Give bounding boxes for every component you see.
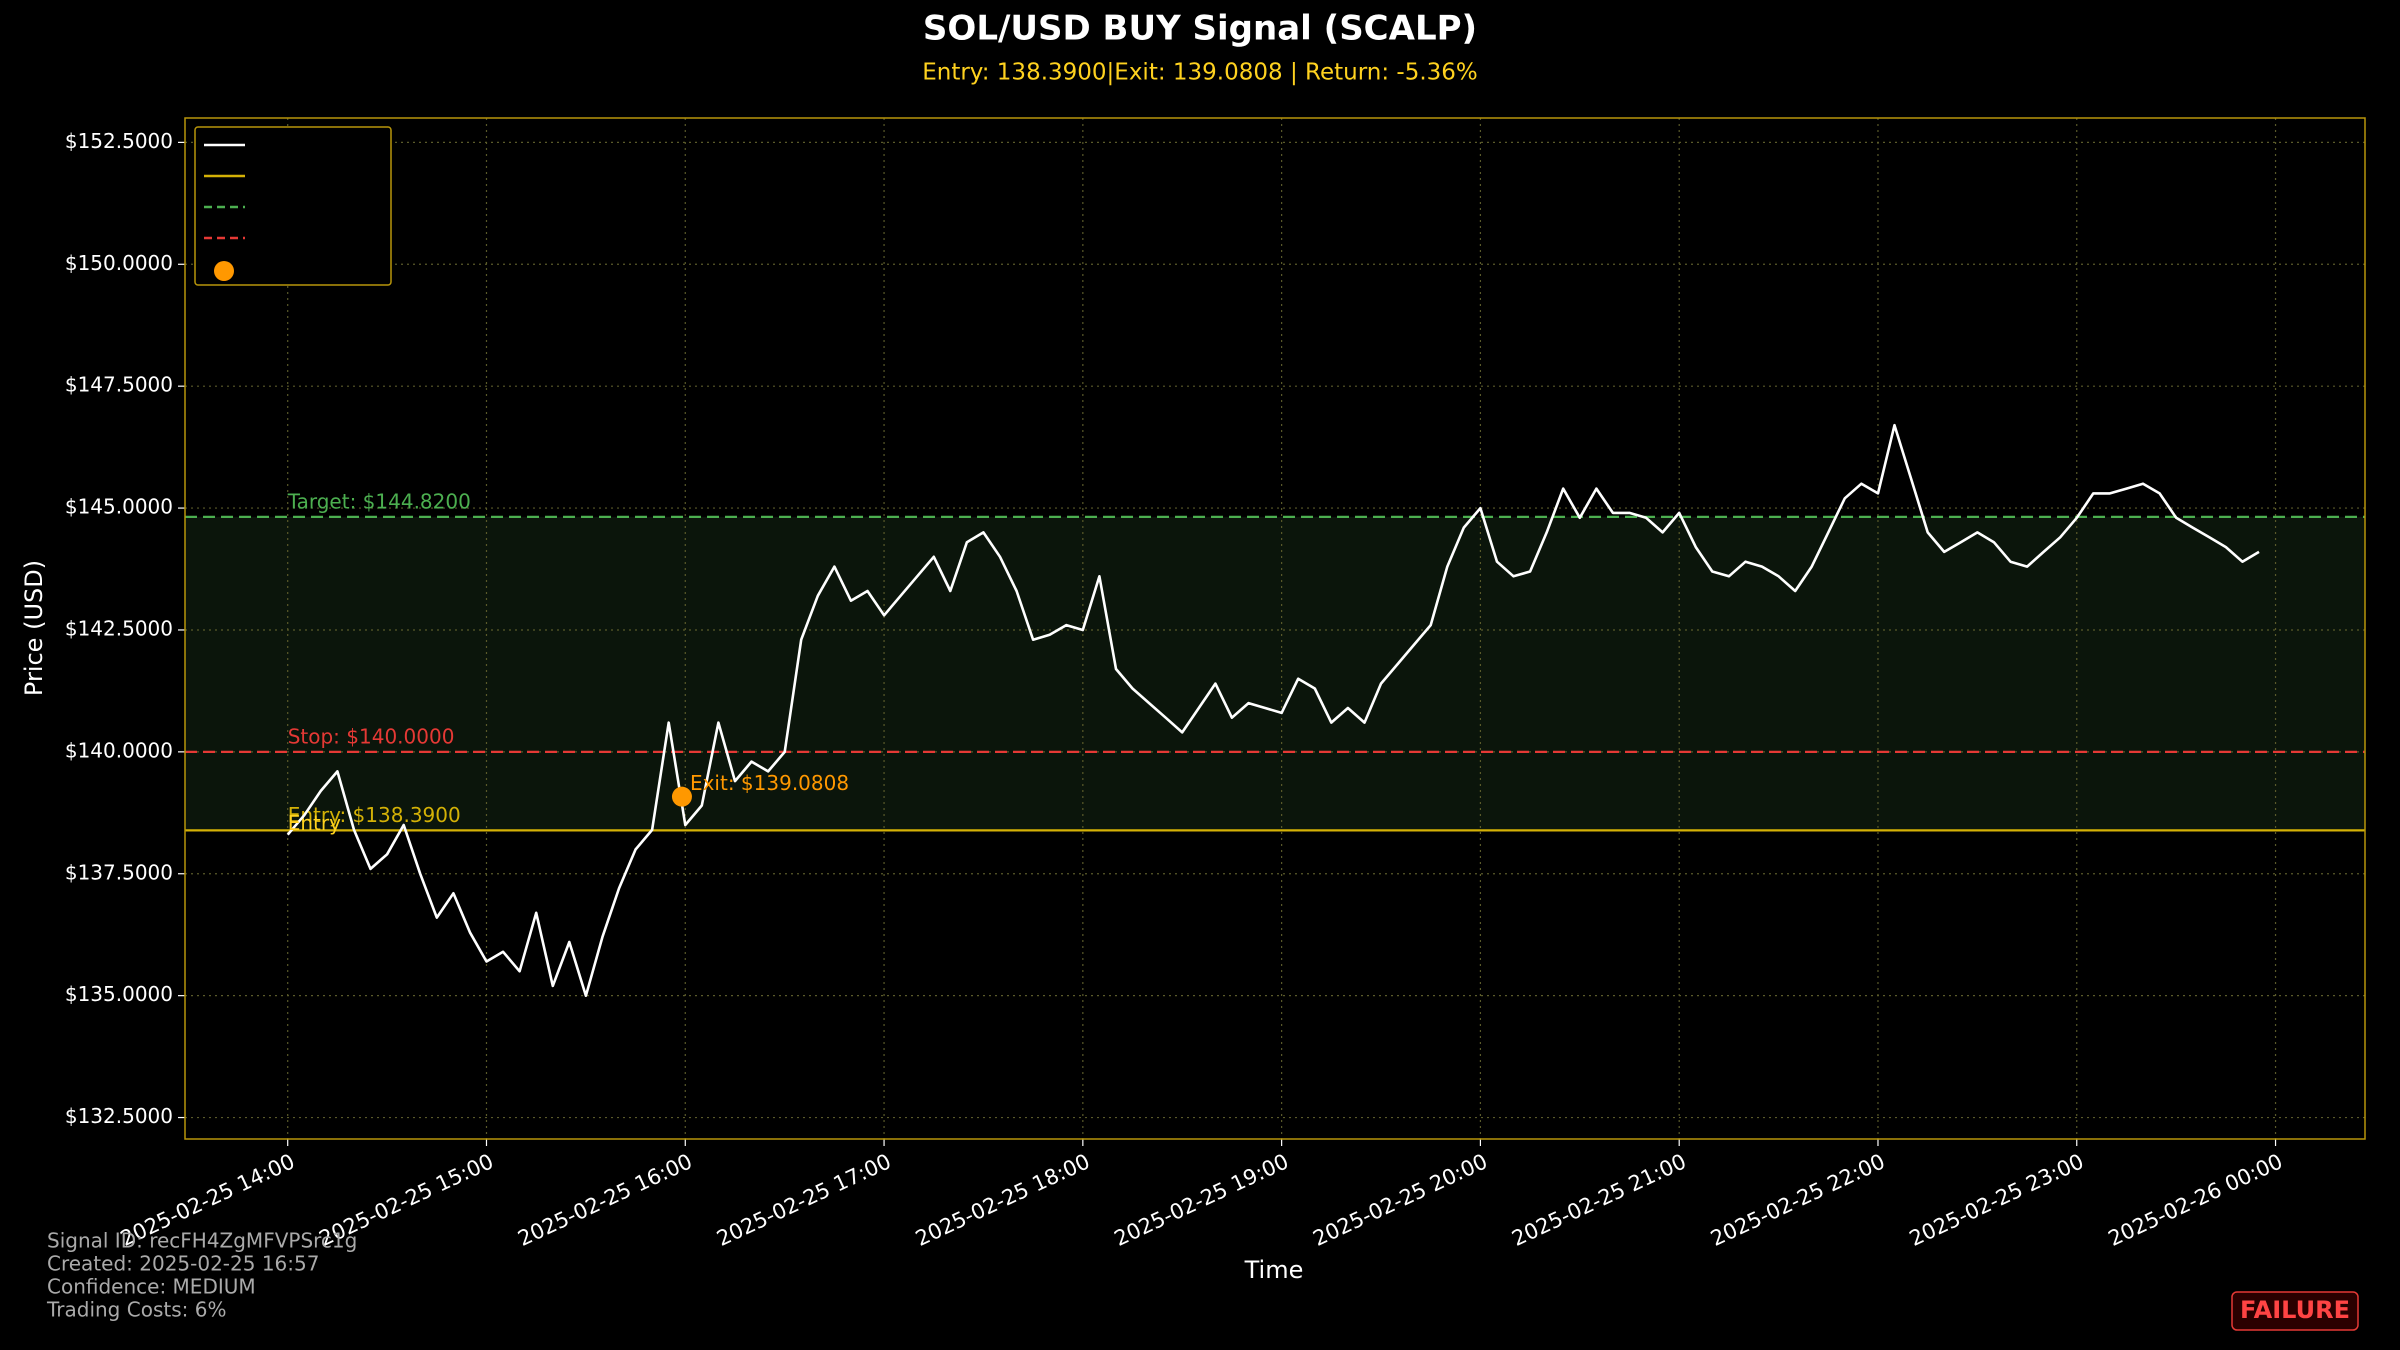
footer-text: Confidence: MEDIUM — [47, 1275, 256, 1299]
y-tick-label: $135.0000 — [65, 982, 173, 1006]
start-label: Entry — [288, 811, 341, 835]
y-tick-label: $152.5000 — [65, 129, 173, 153]
y-tick-label: $137.5000 — [65, 860, 173, 884]
y-tick-label: $145.0000 — [65, 495, 173, 519]
chart-subtitle: Entry: 138.3900|Exit: 139.0808 | Return:… — [922, 60, 1478, 86]
x-axis-label: Time — [1244, 1256, 1304, 1284]
profit-zone — [185, 516, 2365, 831]
legend-box — [194, 126, 392, 286]
y-tick-label: $147.5000 — [65, 373, 173, 397]
footer-text: Created: 2025-02-25 16:57 — [47, 1252, 319, 1276]
footer-text: Trading Costs: 6% — [46, 1298, 226, 1322]
y-tick-label: $142.5000 — [65, 616, 173, 640]
exit-marker — [671, 786, 692, 807]
marker-label: Exit: $139.0808 — [690, 771, 849, 795]
level-label: Target: $144.8200 — [287, 489, 471, 513]
price-line — [286, 423, 2260, 997]
y-tick-label: $140.0000 — [65, 738, 173, 762]
chart-title: SOL/USD BUY Signal (SCALP) — [923, 9, 1477, 49]
y-axis-label: Price (USD) — [20, 560, 48, 696]
legend-swatch — [214, 261, 234, 281]
y-tick-label: $132.5000 — [65, 1104, 173, 1128]
footer-text: Signal ID: recFH4ZgMFVPSrc1g — [47, 1229, 357, 1253]
level-label: Entry: $138.3900 — [288, 803, 461, 827]
status-badge — [2231, 1291, 2359, 1331]
level-label: Stop: $140.0000 — [288, 724, 455, 748]
status-text: FAILURE — [2240, 1296, 2350, 1324]
plot-frame — [184, 117, 2366, 1140]
y-tick-label: $150.0000 — [65, 251, 173, 275]
